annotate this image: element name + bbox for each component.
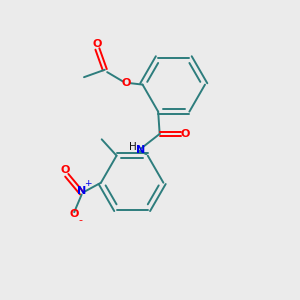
Text: O: O bbox=[93, 39, 102, 49]
Text: O: O bbox=[70, 209, 79, 220]
Text: N: N bbox=[77, 186, 86, 196]
Text: H: H bbox=[129, 142, 137, 152]
Text: O: O bbox=[122, 78, 131, 88]
Text: O: O bbox=[180, 129, 190, 139]
Text: O: O bbox=[61, 165, 70, 175]
Text: -: - bbox=[78, 215, 82, 225]
Text: +: + bbox=[84, 179, 92, 188]
Text: N: N bbox=[136, 145, 145, 155]
